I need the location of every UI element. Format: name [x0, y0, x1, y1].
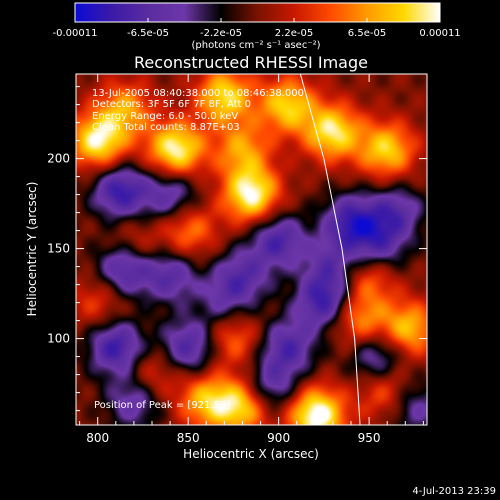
y-axis-label: Heliocentric Y (arcsec): [25, 182, 39, 317]
colorbar-tick-label: 0.00011: [419, 28, 460, 39]
footer-timestamp: 4-Jul-2013 23:39: [412, 486, 496, 497]
heatmap-image: [76, 74, 427, 425]
plot-area: 800 850 900 950 100 150 200: [47, 73, 428, 445]
annotation-line: Energy Range: 6.0 - 50.0 keV: [92, 111, 238, 122]
colorbar-unit-label: (photons cm⁻² s⁻¹ asec⁻²): [191, 40, 320, 51]
axis-ticks: 800 850 900 950 100 150 200: [47, 74, 427, 445]
colorbar: -0.00011 -6.5e-05 -2.2e-05 2.2e-05 6.5e-05 0.…: [53, 2, 461, 51]
colorbar-tick-label: -6.5e-05: [127, 28, 169, 39]
colorbar-tick-label: 2.2e-05: [275, 28, 313, 39]
plot-frame: [75, 73, 428, 426]
annotation-line: Detectors: 3F 5F 6F 7F 8F, Att 0: [92, 99, 251, 110]
y-tick-label: 200: [47, 152, 70, 166]
annotations: 13-Jul-2005 08:40:38.000 to 08:46:38.000…: [92, 88, 304, 411]
x-tick-label: 800: [86, 431, 109, 445]
colorbar-ticks: -0.00011 -6.5e-05 -2.2e-05 2.2e-05 6.5e-05 0.…: [53, 18, 461, 39]
limb-arc: [299, 74, 361, 425]
y-tick-label: 150: [47, 242, 70, 256]
colorbar-tick-label: 6.5e-05: [348, 28, 386, 39]
annotation-line: Clean Total counts: 8.87E+03: [92, 122, 240, 133]
x-axis-label: Heliocentric X (arcsec): [183, 447, 319, 461]
colorbar-tick-label: -2.2e-05: [200, 28, 242, 39]
y-tick-label: 100: [47, 332, 70, 346]
annotation-line: 13-Jul-2005 08:40:38.000 to 08:46:38.000: [92, 88, 304, 99]
chart-title: Reconstructed RHESSI Image: [134, 53, 368, 72]
x-tick-label: 950: [358, 431, 381, 445]
colorbar-tick-label: -0.00011: [53, 28, 98, 39]
x-tick-label: 850: [177, 431, 200, 445]
colorbar-gradient: [74, 2, 441, 23]
x-tick-label: 900: [267, 431, 290, 445]
peak-position-label: Position of Peak = [921,57]: [94, 400, 230, 411]
